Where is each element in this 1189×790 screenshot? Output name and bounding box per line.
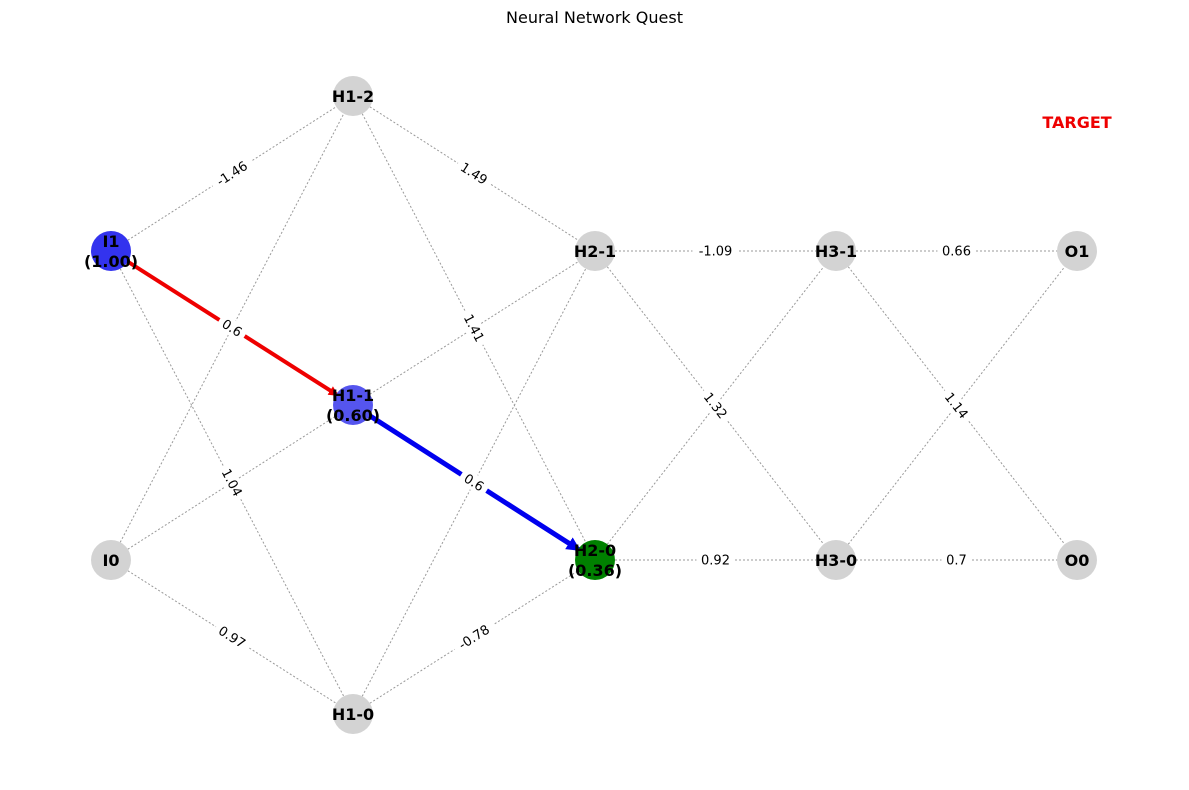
edge-h3-1-to-o0 <box>835 250 1078 561</box>
node-circle <box>333 694 373 734</box>
node-label: H2-0 <box>574 541 616 560</box>
node-label: O1 <box>1065 242 1090 261</box>
weight-label-background <box>208 154 256 193</box>
weight-label-h3-0-o0: 0.7 <box>941 552 972 569</box>
weight-labels-layer: -1.460.61.040.971.491.410.6-0.78-1.091.3… <box>208 154 976 657</box>
weight-label-h3-1-o0: 1.14 <box>938 385 975 426</box>
weight-label-h1-0-h2-0: -0.78 <box>450 617 498 657</box>
node-value: (0.36) <box>568 561 622 580</box>
node-label: H1-1 <box>332 386 374 405</box>
weight-label-background <box>937 243 976 259</box>
weight-label-background <box>215 313 249 343</box>
weight-label-h1-2-h2-0: 1.41 <box>458 307 490 349</box>
weight-label-background <box>450 617 498 657</box>
weight-label-background <box>697 385 734 426</box>
weight-value: -0.78 <box>456 622 492 653</box>
weight-value: 0.92 <box>701 554 730 569</box>
weight-label-h3-1-o1: 0.66 <box>937 243 976 260</box>
node-h2-0[interactable]: H2-0(0.36) <box>568 540 622 580</box>
weight-label-i1-h1-2: -1.46 <box>208 154 256 193</box>
node-circle <box>1057 540 1097 580</box>
node-h3-0[interactable]: H3-0 <box>815 540 857 580</box>
node-label: H1-0 <box>332 705 374 724</box>
node-circle <box>575 231 615 271</box>
node-label: O0 <box>1065 551 1090 570</box>
edge-h2-1-to-h3-0 <box>594 250 837 561</box>
target-label: TARGET <box>1042 113 1111 132</box>
edge-h3-0-to-o1 <box>835 250 1078 561</box>
weight-label-background <box>938 385 975 426</box>
weight-label-h2-0-h3-0: 0.92 <box>696 552 735 569</box>
edge-h2-0-to-h3-1 <box>594 250 837 561</box>
weight-label-background <box>692 243 739 259</box>
node-circle <box>1057 231 1097 271</box>
weight-value: 1.41 <box>460 312 487 345</box>
weight-label-h2-1-h3-0: 1.32 <box>697 385 734 426</box>
node-circle <box>333 385 373 425</box>
node-circle <box>575 540 615 580</box>
node-h2-1[interactable]: H2-1 <box>574 231 616 271</box>
weight-value: 0.66 <box>942 245 971 260</box>
weight-label-background <box>211 620 253 654</box>
weight-label-background <box>941 552 972 568</box>
node-label: H3-1 <box>815 242 857 261</box>
node-label: H2-1 <box>574 242 616 261</box>
nodes-layer: I1(1.00) I0 H1-2 H1-1(0.60) H1-0 H2-1 H2-0(0.3… <box>84 76 1097 734</box>
weight-label-h1-2-h2-1: 1.49 <box>453 156 495 191</box>
node-label: H1-2 <box>332 87 374 106</box>
node-circle <box>816 540 856 580</box>
weight-value: -1.09 <box>699 245 733 260</box>
weight-value: 0.7 <box>946 554 967 569</box>
weight-label-i1-h1-0: 1.04 <box>216 461 248 504</box>
weight-label-background <box>696 552 735 568</box>
edges-layer <box>110 95 1078 715</box>
weight-label-i1-h1-1: 0.6 <box>215 313 249 343</box>
node-label: I0 <box>102 551 119 570</box>
weight-label-background <box>457 467 491 498</box>
node-circle <box>91 231 131 271</box>
weight-label-background <box>458 307 490 349</box>
weight-label-background <box>216 461 248 504</box>
node-value: (0.60) <box>326 406 380 425</box>
node-circle <box>91 540 131 580</box>
node-label: I1 <box>102 232 119 251</box>
node-value: (1.00) <box>84 252 138 271</box>
node-o1[interactable]: O1 <box>1057 231 1097 271</box>
node-circle <box>333 76 373 116</box>
node-h1-2[interactable]: H1-2 <box>332 76 374 116</box>
weight-label-background <box>453 156 495 191</box>
weight-value: -1.46 <box>214 159 250 190</box>
weight-value: 1.04 <box>218 467 245 500</box>
node-i0[interactable]: I0 <box>91 540 131 580</box>
node-o0[interactable]: O0 <box>1057 540 1097 580</box>
node-h1-1[interactable]: H1-1(0.60) <box>326 385 380 425</box>
node-h1-0[interactable]: H1-0 <box>332 694 374 734</box>
weight-label-h2-1-h3-1: -1.09 <box>692 243 739 260</box>
node-label: H3-0 <box>815 551 857 570</box>
node-i1[interactable]: I1(1.00) <box>84 231 138 271</box>
page-title: Neural Network Quest <box>506 8 683 27</box>
weight-label-i0-h1-0: 0.97 <box>211 620 253 654</box>
node-circle <box>816 231 856 271</box>
node-h3-1[interactable]: H3-1 <box>815 231 857 271</box>
